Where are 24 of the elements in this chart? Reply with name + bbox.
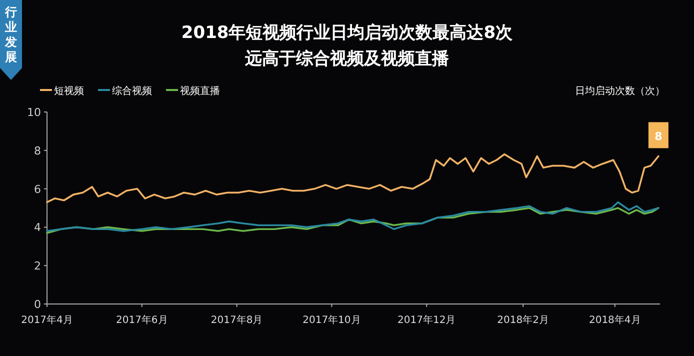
y-tick-label: 6 — [34, 182, 41, 196]
legend-label: 综合视频 — [112, 85, 152, 97]
x-tick-label: 2017年6月 — [116, 314, 168, 326]
x-tick-label: 2018年2月 — [497, 314, 549, 326]
y-tick-label: 8 — [34, 144, 41, 158]
x-tick-label: 2017年12月 — [398, 314, 456, 326]
y-tick-label: 2 — [34, 260, 41, 273]
y-axis-title: 日均启动次数（次） — [575, 85, 665, 97]
line-series — [46, 207, 660, 234]
text: 行业发展 — [4, 5, 17, 64]
x-tick-label: 2018年4月 — [588, 314, 641, 326]
y-tick-label: 10 — [27, 106, 41, 119]
legend-label: 视频直播 — [180, 85, 220, 97]
x-tick-label: 2017年10月 — [302, 314, 361, 326]
chart-title: 2018年短视频行业日均启动次数最高达8次 — [181, 23, 514, 43]
y-tick-label: 4 — [34, 221, 41, 234]
chart-subtitle: 远高于综合视频及视频直播 — [244, 49, 450, 69]
line-series — [46, 201, 660, 232]
legend-label: 短视频 — [54, 85, 84, 97]
y-tick-label: 0 — [34, 298, 41, 311]
x-tick-label: 2017年4月 — [21, 314, 73, 326]
annotation: 8 — [654, 130, 662, 144]
line-series — [46, 153, 660, 204]
x-tick-label: 2017年8月 — [210, 314, 263, 326]
